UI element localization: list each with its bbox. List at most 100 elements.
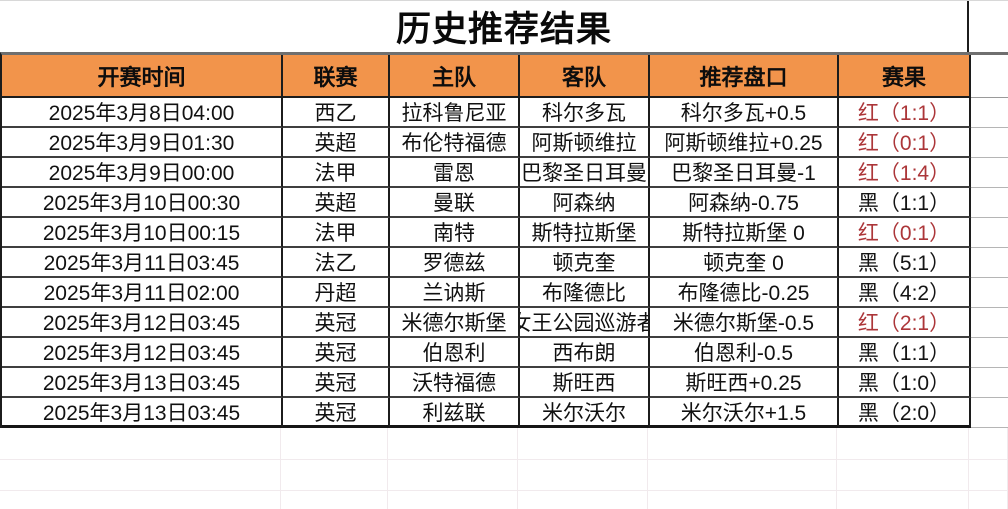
empty-cell[interactable] [518, 491, 648, 509]
cell-league[interactable]: 西乙 [283, 98, 390, 128]
cell-start-time[interactable]: 2025年3月11日02:00 [2, 278, 283, 308]
empty-cell[interactable] [648, 491, 837, 509]
cell-start-time[interactable]: 2025年3月9日00:00 [2, 158, 283, 188]
empty-cell[interactable] [388, 491, 518, 509]
cell-result-red[interactable]: 红（0:1） [839, 218, 971, 248]
empty-cell[interactable] [388, 460, 518, 491]
empty-cell[interactable] [0, 460, 281, 491]
cell-league[interactable]: 丹超 [283, 278, 390, 308]
column-header-league[interactable]: 联赛 [283, 55, 390, 98]
cell-start-time[interactable]: 2025年3月13日03:45 [2, 398, 283, 428]
cell-result-red[interactable]: 红（1:1） [839, 98, 971, 128]
cell-start-time[interactable]: 2025年3月10日00:30 [2, 188, 283, 218]
cell-home-team[interactable]: 雷恩 [390, 158, 520, 188]
cell-home-team[interactable]: 利兹联 [390, 398, 520, 428]
empty-cell[interactable] [0, 428, 281, 460]
empty-cell[interactable] [281, 460, 388, 491]
cell-handicap[interactable]: 斯旺西+0.25 [650, 368, 839, 398]
cell-home-team[interactable]: 拉科鲁尼亚 [390, 98, 520, 128]
cell-home-team[interactable]: 兰讷斯 [390, 278, 520, 308]
cell-league[interactable]: 英超 [283, 188, 390, 218]
cell-home-team[interactable]: 罗德兹 [390, 248, 520, 278]
cell-handicap[interactable]: 巴黎圣日耳曼-1 [650, 158, 839, 188]
empty-cell[interactable] [837, 428, 969, 460]
cell-league[interactable]: 英冠 [283, 368, 390, 398]
cell-start-time[interactable]: 2025年3月13日03:45 [2, 368, 283, 398]
empty-cell[interactable] [837, 491, 969, 509]
empty-cell[interactable] [969, 428, 1008, 460]
empty-cell[interactable] [518, 460, 648, 491]
cell-handicap[interactable]: 顿克奎 0 [650, 248, 839, 278]
cell-league[interactable]: 英超 [283, 128, 390, 158]
empty-cell[interactable] [837, 460, 969, 491]
cell-home-team[interactable]: 南特 [390, 218, 520, 248]
empty-cell[interactable] [388, 428, 518, 460]
cell-home-team[interactable]: 米德尔斯堡 [390, 308, 520, 338]
cell-start-time[interactable]: 2025年3月9日01:30 [2, 128, 283, 158]
cell-start-time[interactable]: 2025年3月12日03:45 [2, 308, 283, 338]
column-header-home-team[interactable]: 主队 [390, 55, 520, 98]
cell-league[interactable]: 法甲 [283, 218, 390, 248]
cell-result-black[interactable]: 黑（2:0） [839, 398, 971, 428]
cell-result-black[interactable]: 黑（1:1） [839, 338, 971, 368]
cell-away-team[interactable]: 西布朗 [520, 338, 650, 368]
cell-league[interactable]: 英冠 [283, 308, 390, 338]
empty-cell[interactable] [281, 491, 388, 509]
cell-away-team[interactable]: 巴黎圣日耳曼 [520, 158, 650, 188]
cell-handicap[interactable]: 斯特拉斯堡 0 [650, 218, 839, 248]
empty-cell[interactable] [518, 428, 648, 460]
cell-result-black[interactable]: 黑（1:0） [839, 368, 971, 398]
cell-league[interactable]: 法乙 [283, 248, 390, 278]
cell-league[interactable]: 法甲 [283, 158, 390, 188]
cell-handicap[interactable]: 米尔沃尔+1.5 [650, 398, 839, 428]
cell-away-team[interactable]: 斯特拉斯堡 [520, 218, 650, 248]
cell-away-team[interactable]: 阿森纳 [520, 188, 650, 218]
cell-away-team[interactable]: 顿克奎 [520, 248, 650, 278]
empty-cell[interactable] [969, 460, 1008, 491]
cell-away-team[interactable]: 阿斯顿维拉 [520, 128, 650, 158]
column-header-away-team[interactable]: 客队 [520, 55, 650, 98]
empty-cell[interactable] [648, 428, 837, 460]
cell-away-team[interactable]: 女王公园巡游者 [520, 308, 650, 338]
empty-cell[interactable] [0, 491, 281, 509]
cell-home-team[interactable]: 沃特福德 [390, 368, 520, 398]
cell-handicap[interactable]: 米德尔斯堡-0.5 [650, 308, 839, 338]
cell-handicap[interactable]: 阿斯顿维拉+0.25 [650, 128, 839, 158]
table-row: 2025年3月10日00:15 法甲 南特 斯特拉斯堡 斯特拉斯堡 0 红（0:1） [0, 218, 1008, 248]
cell-handicap[interactable]: 阿森纳-0.75 [650, 188, 839, 218]
cell-home-team[interactable]: 曼联 [390, 188, 520, 218]
cell-start-time[interactable]: 2025年3月8日04:00 [2, 98, 283, 128]
empty-cell[interactable] [969, 491, 1008, 509]
cell-away-team[interactable]: 布隆德比 [520, 278, 650, 308]
table-row: 2025年3月13日03:45 英冠 利兹联 米尔沃尔 米尔沃尔+1.5 黑（2:0） [0, 398, 1008, 428]
column-header-result[interactable]: 赛果 [839, 55, 971, 98]
cell-away-team[interactable]: 斯旺西 [520, 368, 650, 398]
cell-start-time[interactable]: 2025年3月12日03:45 [2, 338, 283, 368]
right-margin-cell [971, 128, 1008, 158]
cell-result-black[interactable]: 黑（1:1） [839, 188, 971, 218]
cell-league[interactable]: 英冠 [283, 338, 390, 368]
cell-handicap[interactable]: 布隆德比-0.25 [650, 278, 839, 308]
grid-vline [967, 1, 969, 52]
cell-handicap[interactable]: 伯恩利-0.5 [650, 338, 839, 368]
empty-cell[interactable] [648, 460, 837, 491]
cell-away-team[interactable]: 米尔沃尔 [520, 398, 650, 428]
table-row: 2025年3月12日03:45英冠米德尔斯堡女王公园巡游者米德尔斯堡-0.5红（… [0, 308, 1008, 338]
cell-home-team[interactable]: 伯恩利 [390, 338, 520, 368]
cell-result-red[interactable]: 红（1:4） [839, 158, 971, 188]
cell-result-black[interactable]: 黑（4:2） [839, 278, 971, 308]
right-margin-cell [971, 98, 1008, 128]
right-margin-cell [971, 278, 1008, 308]
cell-start-time[interactable]: 2025年3月11日03:45 [2, 248, 283, 278]
column-header-start-time[interactable]: 开赛时间 [2, 55, 283, 98]
cell-handicap[interactable]: 科尔多瓦+0.5 [650, 98, 839, 128]
empty-cell[interactable] [281, 428, 388, 460]
column-header-handicap[interactable]: 推荐盘口 [650, 55, 839, 98]
cell-home-team[interactable]: 布伦特福德 [390, 128, 520, 158]
cell-result-black[interactable]: 黑（5:1） [839, 248, 971, 278]
cell-start-time[interactable]: 2025年3月10日00:15 [2, 218, 283, 248]
cell-result-red[interactable]: 红（0:1） [839, 128, 971, 158]
cell-result-red[interactable]: 红（2:1） [839, 308, 971, 338]
cell-league[interactable]: 英冠 [283, 398, 390, 428]
cell-away-team[interactable]: 科尔多瓦 [520, 98, 650, 128]
